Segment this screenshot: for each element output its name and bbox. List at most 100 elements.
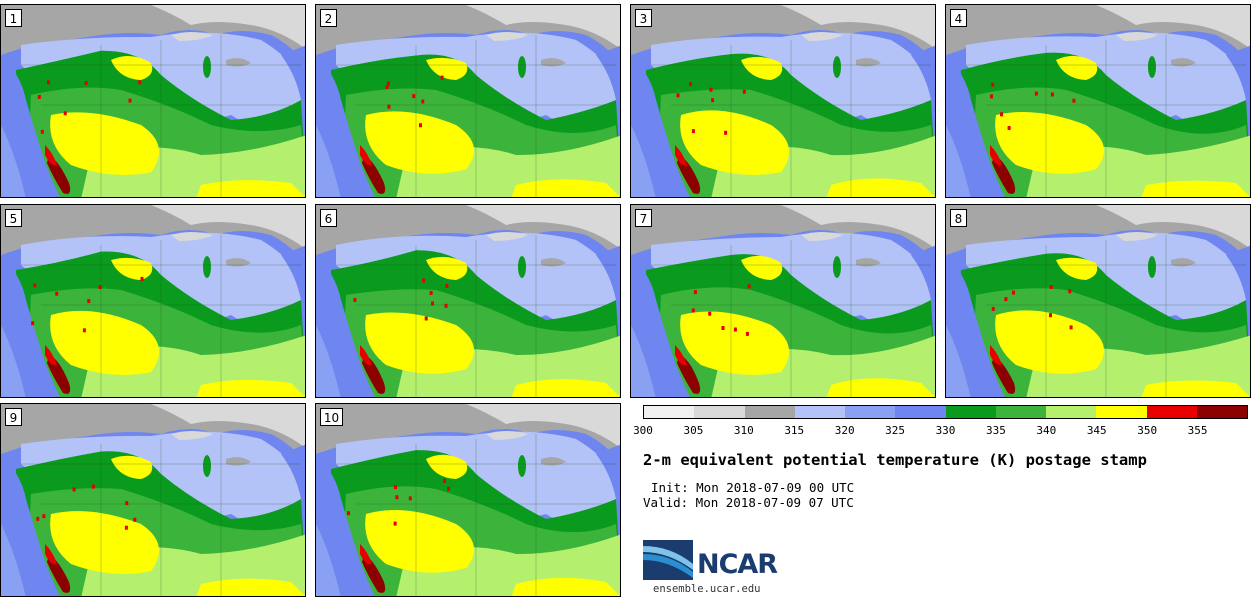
hot-spot-pixel — [724, 130, 728, 135]
member-number-label: 9 — [5, 408, 22, 426]
ncar-logo-icon — [643, 540, 693, 580]
canada-light-region — [151, 5, 305, 49]
hot-spot-pixel — [711, 98, 715, 103]
california-hot-spot — [992, 155, 1016, 194]
hot-spot-pixel — [745, 331, 749, 336]
stamp-member-2[interactable]: 2 — [315, 4, 621, 198]
canada-light-region — [781, 5, 935, 49]
lake-erie — [541, 258, 566, 267]
lake-superior — [171, 431, 213, 440]
colorbar-swatch — [1146, 406, 1197, 418]
member-map — [1, 205, 305, 397]
plains-yellow-region — [365, 111, 474, 174]
colorbar-swatch — [895, 406, 946, 418]
california-hot-spot — [47, 554, 71, 593]
hot-spot-pixel — [387, 104, 391, 109]
california-hot-spot — [362, 355, 386, 394]
hot-spot-pixel — [347, 511, 350, 516]
lake-erie — [1171, 258, 1196, 267]
gulf-yellow-region — [1141, 180, 1250, 197]
plains-yellow-region — [365, 312, 474, 374]
canada-light-region — [1096, 5, 1250, 49]
canada-light-region — [151, 205, 305, 249]
stamp-member-10[interactable]: 10 — [315, 403, 621, 597]
state-boundary-lines — [336, 235, 616, 397]
hot-spot-pixel — [408, 496, 412, 501]
canada-light-region — [151, 404, 305, 448]
colorbar-swatch — [794, 406, 845, 418]
hot-spot-pixel — [693, 290, 697, 295]
hot-spot-pixel — [444, 303, 448, 308]
hot-spot-pixel — [412, 94, 416, 99]
hot-spot-pixel — [689, 82, 692, 87]
pacific-ocean-light — [316, 125, 341, 197]
stamp-member-7[interactable]: 7 — [630, 204, 936, 398]
lake-superior — [801, 232, 843, 241]
hot-spot-pixel — [691, 308, 695, 313]
init-time: Init: Mon 2018-07-09 00 UTC — [651, 480, 855, 495]
lake-erie — [226, 258, 251, 267]
california-hot-spot — [47, 355, 71, 394]
hot-spot-pixel — [385, 85, 389, 89]
hot-spot-pixel — [394, 485, 397, 490]
member-map — [316, 5, 620, 197]
canada-light-region — [781, 205, 935, 249]
member-map — [316, 205, 620, 397]
state-boundary-lines — [651, 35, 931, 197]
stamp-member-5[interactable]: 5 — [0, 204, 306, 398]
colorbar-tick-label: 325 — [885, 424, 906, 437]
member-map — [631, 5, 935, 197]
stamp-member-4[interactable]: 4 — [945, 4, 1251, 198]
hot-spot-pixel — [133, 517, 137, 522]
hot-spot-pixel — [55, 291, 59, 296]
stamp-member-8[interactable]: 8 — [945, 204, 1251, 398]
lake-erie — [541, 457, 566, 466]
atlantic-ocean — [596, 444, 620, 499]
california-hot-spot — [992, 355, 1016, 394]
ncar-logo-text: NCAR — [697, 549, 778, 580]
hot-spot-pixel — [128, 98, 132, 103]
colorbar — [643, 405, 1248, 419]
hot-spot-pixel — [429, 290, 433, 295]
lake-superior — [486, 32, 528, 41]
hot-spot-pixel — [1049, 285, 1053, 289]
site-url-link[interactable]: ensemble.ucar.edu — [653, 583, 761, 595]
stamp-member-3[interactable]: 3 — [630, 4, 936, 198]
california-warm-spot — [360, 345, 372, 366]
north-plains-yellow-region — [426, 256, 468, 280]
gulf-yellow-region — [511, 577, 620, 596]
pacific-ocean-light — [631, 125, 656, 197]
north-plains-yellow-region — [1056, 55, 1098, 80]
north-plains-yellow-region — [111, 55, 153, 80]
hot-spot-pixel — [42, 514, 46, 519]
lake-michigan — [518, 56, 526, 78]
member-map — [946, 205, 1250, 397]
atlantic-ocean — [281, 245, 305, 300]
pacific-ocean-light — [1, 125, 26, 197]
stamp-member-1[interactable]: 1 — [0, 4, 306, 198]
hot-spot-pixel — [1012, 290, 1015, 295]
california-warm-spot — [990, 145, 1002, 166]
lake-erie — [541, 58, 566, 67]
pacific-ocean-light — [316, 325, 341, 397]
hot-spot-pixel — [742, 89, 746, 94]
stamp-member-9[interactable]: 9 — [0, 403, 306, 597]
pacific-ocean-light — [631, 325, 656, 397]
hot-spot-pixel — [691, 129, 695, 134]
atlantic-ocean — [596, 245, 620, 300]
member-number-label: 6 — [320, 209, 337, 227]
colorbar-swatch — [1196, 406, 1247, 418]
pacific-ocean-light — [946, 325, 971, 397]
california-hot-spot — [677, 155, 701, 194]
hot-spot-pixel — [1068, 289, 1072, 294]
stamp-member-6[interactable]: 6 — [315, 204, 621, 398]
hot-spot-pixel — [991, 306, 995, 311]
colorbar-swatch — [845, 406, 896, 418]
member-number-label: 7 — [635, 209, 652, 227]
hot-spot-pixel — [991, 82, 995, 87]
colorbar-tick-label: 300 — [633, 424, 653, 437]
north-plains-yellow-region — [1056, 257, 1098, 280]
state-boundary-lines — [966, 35, 1246, 197]
hot-spot-pixel — [440, 75, 444, 80]
hot-spot-pixel — [422, 278, 426, 283]
